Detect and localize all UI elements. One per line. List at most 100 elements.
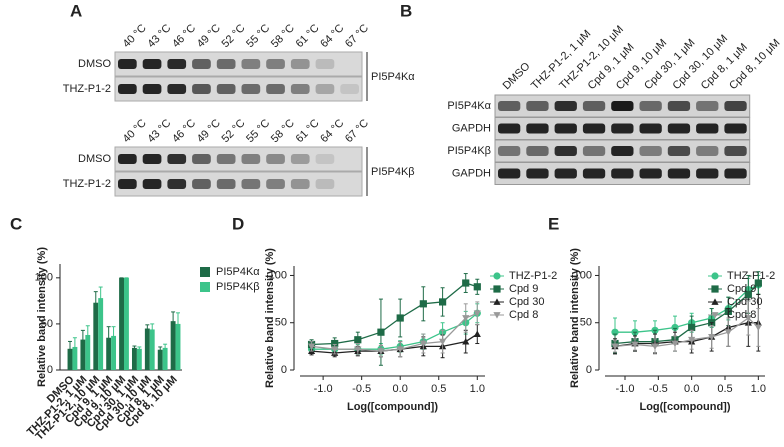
data-point <box>493 285 501 293</box>
legend-label: Cpd 8 <box>727 309 756 321</box>
panel-label: B <box>400 1 412 20</box>
y-tick-label: 0 <box>281 364 287 376</box>
band <box>611 123 634 134</box>
y-axis-title: Relative band intensity (%) <box>569 248 581 388</box>
data-point <box>307 343 316 350</box>
band <box>724 146 747 156</box>
band <box>724 101 747 111</box>
legend-label: Cpd 8 <box>509 309 538 321</box>
column-label: 43 °C <box>145 22 173 50</box>
band <box>241 154 261 164</box>
data-point <box>754 279 762 287</box>
legend-label: PI5P4Kβ <box>216 281 260 293</box>
y-tick-label: 0 <box>47 364 53 376</box>
legend-label: Cpd 30 <box>727 296 762 308</box>
column-label: 58 °C <box>269 117 297 145</box>
panel-label: E <box>548 214 559 233</box>
band <box>667 146 691 156</box>
column-label: 43 °C <box>145 117 173 145</box>
data-point <box>473 330 481 337</box>
x-axis-title: Log([compound]) <box>639 401 730 413</box>
band <box>554 123 577 134</box>
bar <box>131 347 137 370</box>
band <box>498 146 521 156</box>
bar <box>175 323 181 370</box>
x-tick-label: -0.5 <box>352 383 371 395</box>
x-axis-title: Log([compound]) <box>347 401 438 413</box>
band <box>667 168 691 179</box>
y-tick-label: 50 <box>41 318 53 330</box>
data-point <box>462 315 470 322</box>
data-point <box>462 279 470 287</box>
column-label: 40 °C <box>121 22 149 50</box>
column-label: DMSO <box>501 60 533 92</box>
y-axis-title: Relative band intensity (%) <box>264 248 276 388</box>
band <box>639 123 662 134</box>
data-point <box>744 290 752 298</box>
data-point <box>354 346 362 353</box>
band <box>582 146 606 156</box>
data-point <box>671 340 679 348</box>
legend-label: THZ-P1-2 <box>727 270 775 282</box>
column-label: 46 °C <box>170 117 198 145</box>
data-point <box>671 323 679 332</box>
column-label: 58 °C <box>269 22 297 50</box>
band <box>118 59 137 69</box>
x-tick-label: 0.0 <box>684 383 699 395</box>
data-point <box>419 300 427 308</box>
legend-label: Cpd 9 <box>727 283 756 295</box>
bar <box>119 277 124 370</box>
column-label: 67 °C <box>343 22 371 50</box>
x-tick-label: 0.5 <box>431 383 446 395</box>
band <box>167 59 187 69</box>
data-point <box>493 312 501 319</box>
x-tick-label: 1.0 <box>751 383 766 395</box>
band <box>526 146 549 156</box>
band <box>724 168 747 179</box>
bar <box>149 329 155 370</box>
column-label: Cpd 8, 10 μM <box>727 37 782 92</box>
row-label: PI5P4Kα <box>447 100 491 112</box>
band <box>554 101 577 111</box>
band <box>167 154 187 164</box>
legend-swatch <box>200 267 210 277</box>
y-tick-label: 50 <box>580 317 592 329</box>
column-label: 49 °C <box>195 117 223 145</box>
data-point <box>711 285 719 293</box>
data-point <box>688 323 696 332</box>
band <box>554 168 577 179</box>
data-point <box>744 315 752 322</box>
column-label: 55 °C <box>244 117 272 145</box>
band <box>498 101 521 111</box>
column-label: 49 °C <box>195 22 223 50</box>
bar <box>170 321 176 370</box>
data-point <box>331 346 339 353</box>
band <box>290 154 310 164</box>
band <box>696 123 719 134</box>
target-label: PI5P4Kα <box>371 71 415 83</box>
band <box>241 84 261 94</box>
column-label: 52 °C <box>219 117 247 145</box>
band <box>241 59 261 69</box>
data-point <box>711 272 719 280</box>
bar <box>144 328 150 370</box>
band <box>611 101 634 111</box>
column-label: 46 °C <box>170 22 198 50</box>
band <box>582 123 606 134</box>
y-tick-label: 100 <box>35 272 53 284</box>
bar <box>124 277 129 370</box>
band <box>266 179 285 189</box>
band <box>498 123 521 134</box>
band <box>696 101 719 111</box>
band <box>142 59 162 69</box>
bar <box>162 347 168 370</box>
x-tick-label: -0.5 <box>649 383 668 395</box>
band <box>192 84 211 94</box>
bar <box>67 348 73 370</box>
data-point <box>724 329 732 336</box>
y-axis-title: Relative band intensity (%) <box>36 247 48 387</box>
legend-label: PI5P4Kα <box>216 266 260 278</box>
data-point <box>377 328 385 336</box>
data-point <box>439 338 447 346</box>
y-tick-label: 50 <box>275 317 287 329</box>
